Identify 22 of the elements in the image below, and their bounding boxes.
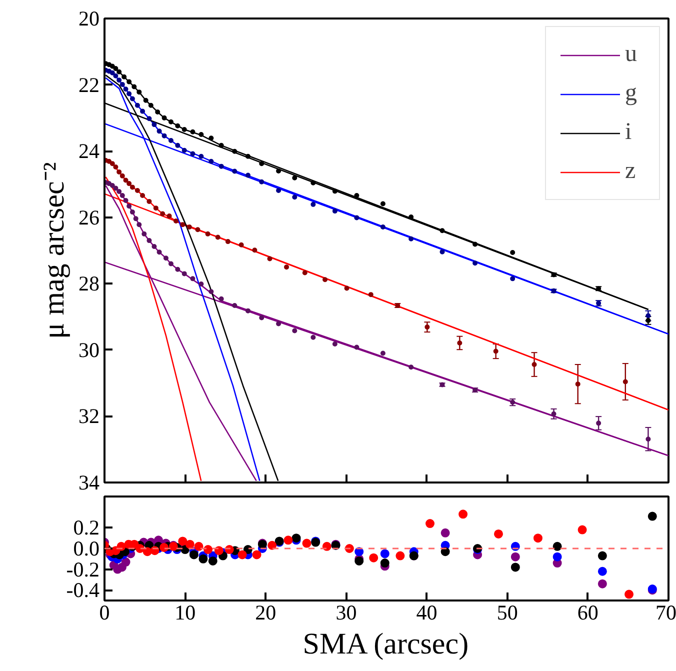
- x-tick-label: 50: [496, 600, 518, 624]
- legend-label: z: [625, 158, 637, 185]
- y-tick-label: 26: [78, 205, 100, 230]
- x-tick-label: 0: [99, 600, 110, 624]
- x-tick-label: 30: [336, 600, 357, 624]
- y-tick-label: 34: [78, 470, 100, 494]
- y-tick-label: 24: [78, 139, 100, 164]
- x-tick-label: 20: [255, 600, 276, 624]
- y-tick-label: 30: [78, 338, 100, 362]
- x-tick-label: 60: [577, 600, 598, 624]
- y-tick-label: 22: [78, 72, 100, 97]
- y-tick-label: 32: [78, 404, 100, 428]
- x-tick-label: 40: [416, 600, 438, 624]
- y-tick-label: 20: [78, 6, 100, 30]
- x-tick-label: 10: [174, 600, 196, 624]
- x-axis-title: SMA (arcsec): [302, 628, 469, 660]
- y-tick-label: 28: [78, 272, 100, 296]
- legend-label: i: [625, 119, 633, 146]
- y-axis-title: μ mag arcsec⁻²: [38, 162, 70, 339]
- legend-label: u: [625, 41, 638, 68]
- x-tick-label: 70: [656, 600, 676, 624]
- legend-label: g: [625, 80, 638, 107]
